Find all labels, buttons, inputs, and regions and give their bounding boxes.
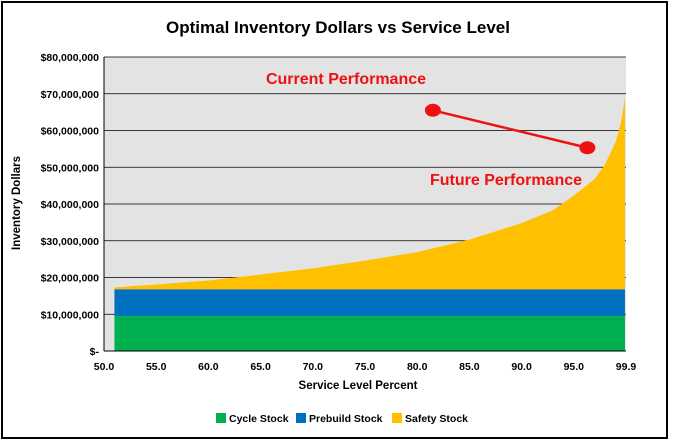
x-tick-label: 90.0 xyxy=(511,361,532,373)
x-tick-label: 70.0 xyxy=(303,361,324,373)
y-tick-label: $- xyxy=(90,346,100,358)
chart-title: Optimal Inventory Dollars vs Service Lev… xyxy=(166,18,510,37)
legend-swatch xyxy=(216,413,226,423)
x-tick-label: 80.0 xyxy=(407,361,428,373)
legend-label: Cycle Stock xyxy=(229,413,289,425)
performance-marker xyxy=(579,141,596,155)
legend: Cycle Stock Prebuild Stock Safety Stock xyxy=(216,413,468,425)
area-cycle-stock xyxy=(114,316,625,351)
legend-label: Prebuild Stock xyxy=(309,413,383,425)
y-tick-label: $50,000,000 xyxy=(41,162,100,174)
y-tick-label: $10,000,000 xyxy=(41,309,100,321)
y-tick-label: $30,000,000 xyxy=(41,236,100,248)
x-axis-label: Service Level Percent xyxy=(299,380,418,392)
legend-label: Safety Stock xyxy=(405,413,468,425)
x-tick-label: 85.0 xyxy=(459,361,480,373)
y-tick-label: $20,000,000 xyxy=(41,273,100,285)
y-axis-ticks: $- $10,000,000 $20,000,000 $30,000,000 $40,0… xyxy=(41,52,100,358)
legend-swatch xyxy=(392,413,402,423)
x-tick-label: 65.0 xyxy=(250,361,271,373)
area-safety-stock xyxy=(114,98,625,290)
trend-line xyxy=(432,109,588,149)
plot-area xyxy=(103,56,626,352)
annotation-current-performance: Current Performance xyxy=(266,71,426,88)
x-tick-label: 99.9 xyxy=(616,361,637,373)
y-axis-label: Inventory Dollars xyxy=(11,156,23,250)
x-tick-label: 95.0 xyxy=(564,361,585,373)
y-tick-label: $40,000,000 xyxy=(41,199,100,211)
x-tick-label: 75.0 xyxy=(355,361,376,373)
x-tick-label: 50.0 xyxy=(94,361,115,373)
y-tick-label: $80,000,000 xyxy=(41,52,100,64)
performance-marker xyxy=(424,103,441,117)
annotations: Current Performance Future Performance xyxy=(266,71,596,189)
x-tick-label: 60.0 xyxy=(198,361,219,373)
y-tick-label: $70,000,000 xyxy=(41,89,100,101)
x-axis-ticks: 50.0 55.0 60.0 65.0 70.0 75.0 80.0 85.0 90.0 95.0… xyxy=(94,361,637,373)
annotation-future-performance: Future Performance xyxy=(430,172,582,189)
legend-swatch xyxy=(296,413,306,423)
area-prebuild-stock xyxy=(114,289,625,317)
y-tick-label: $60,000,000 xyxy=(41,126,100,138)
x-tick-label: 55.0 xyxy=(146,361,167,373)
